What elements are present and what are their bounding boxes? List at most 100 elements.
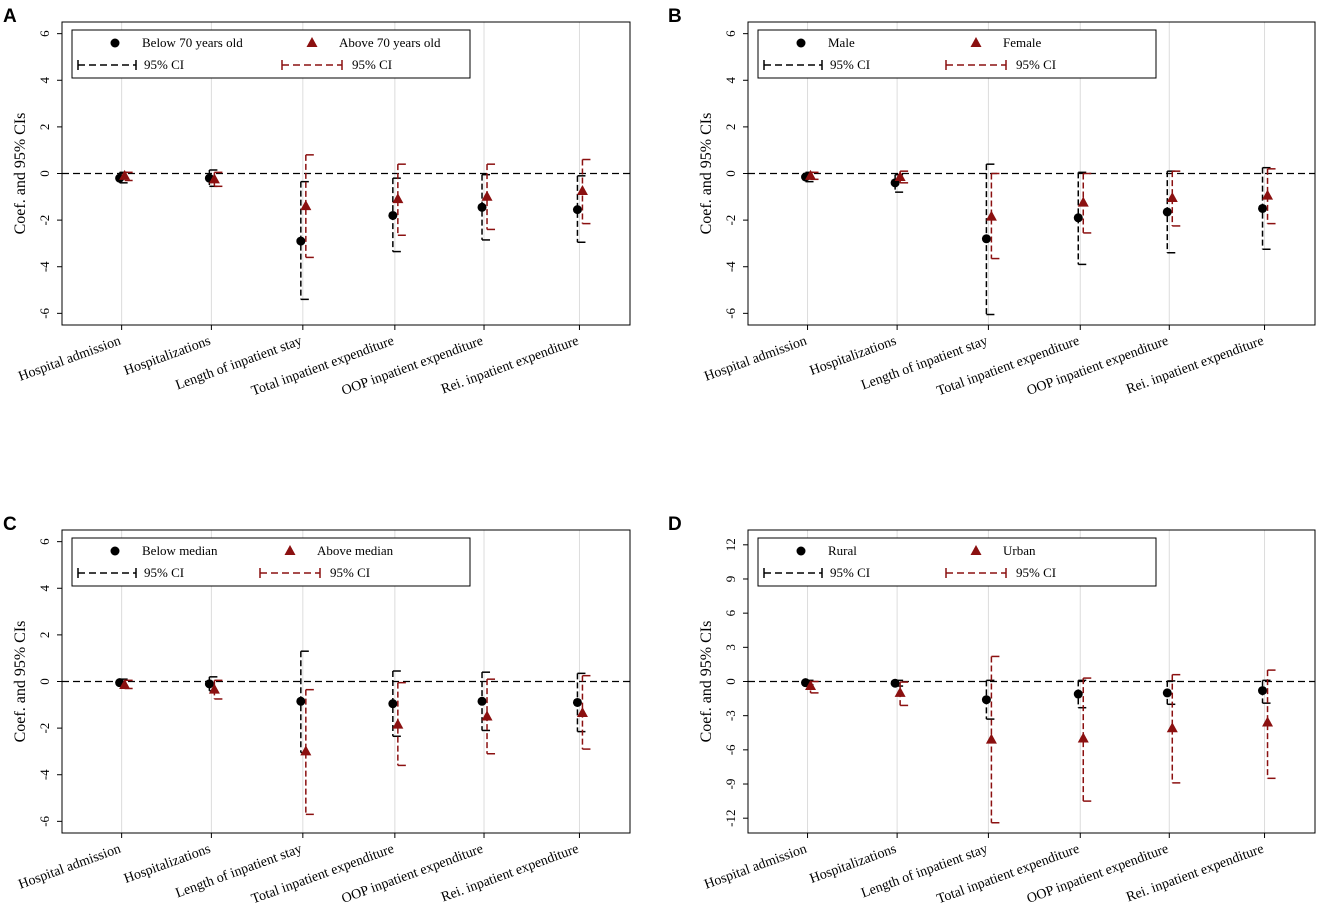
point-marker: [1073, 213, 1083, 223]
panel-letter: B: [668, 6, 682, 27]
point-marker: [801, 678, 811, 688]
point-marker: [1162, 207, 1172, 217]
point-marker: [805, 169, 817, 180]
legend-box: [71, 29, 471, 79]
point-marker: [576, 184, 588, 195]
point-marker: [572, 697, 582, 707]
legend-marker-triangle: [306, 37, 318, 47]
point-marker: [119, 678, 131, 689]
y-tick-label: 0: [723, 170, 738, 177]
y-tick-label: 6: [723, 609, 738, 616]
legend-label: 95% CI: [330, 565, 370, 580]
x-tick-label: Hospital admission: [703, 334, 809, 385]
y-tick-label: 4: [37, 77, 52, 84]
y-tick-label: 6: [37, 538, 52, 545]
point-marker: [1258, 203, 1268, 213]
point-marker: [481, 710, 493, 721]
y-tick-label: 0: [37, 678, 52, 685]
legend-label: Urban: [1003, 543, 1036, 558]
legend-marker-circle: [110, 546, 120, 556]
y-tick-label: 0: [37, 170, 52, 177]
legend: Below 70 years old Above 70 years old 95% …: [71, 29, 471, 79]
point-marker: [481, 190, 493, 201]
point-marker: [296, 236, 306, 246]
point-marker: [1166, 191, 1178, 202]
point-marker: [1077, 732, 1089, 743]
legend-label: 95% CI: [1016, 565, 1056, 580]
legend-box: [71, 537, 471, 587]
legend-label: 95% CI: [830, 565, 870, 580]
y-tick-label: -6: [723, 307, 738, 318]
panel-c: C -6 -4 -2 0 2 4 6 Coef. and 95% CIs Hospital adm…: [3, 514, 631, 907]
legend-marker-triangle: [970, 37, 982, 47]
legend-label: Below 70 years old: [142, 35, 243, 50]
y-axis-label: Coef. and 95% CIs: [12, 621, 29, 743]
panel-b: B -6 -4 -2 0 2 4 6 Coef. and 95% CIs Hospital adm…: [668, 6, 1316, 399]
legend-label: 95% CI: [352, 57, 392, 72]
y-tick-label: -6: [37, 815, 52, 826]
y-tick-label: -4: [723, 261, 738, 272]
legend-marker-circle: [796, 546, 806, 556]
point-marker: [981, 234, 991, 244]
y-tick-label: -6: [723, 744, 738, 755]
point-marker: [477, 696, 487, 706]
point-marker: [1166, 722, 1178, 733]
y-axis-label: Coef. and 95% CIs: [12, 113, 29, 235]
legend-label: 95% CI: [1016, 57, 1056, 72]
y-tick-label: -6: [37, 307, 52, 318]
legend-box: [757, 29, 1157, 79]
y-tick-label: 6: [723, 30, 738, 37]
point-marker: [1262, 189, 1274, 200]
legend-label: Above median: [317, 543, 394, 558]
point-marker: [204, 679, 214, 689]
point-marker: [894, 686, 906, 697]
legend-marker-triangle: [284, 545, 296, 555]
point-marker: [572, 205, 582, 215]
y-tick-label: -4: [37, 261, 52, 272]
y-tick-label: 2: [37, 632, 52, 639]
y-axis-label: Coef. and 95% CIs: [698, 113, 715, 235]
y-tick-label: -12: [723, 810, 738, 827]
legend-marker-triangle: [970, 545, 982, 555]
y-tick-label: 4: [37, 585, 52, 592]
y-tick-label: 2: [723, 124, 738, 131]
point-marker: [576, 706, 588, 717]
point-marker: [805, 680, 817, 691]
legend-label: Above 70 years old: [339, 35, 441, 50]
legend-box: [757, 537, 1157, 587]
panel-letter: C: [3, 514, 17, 535]
point-marker: [208, 683, 220, 694]
legend-label: 95% CI: [830, 57, 870, 72]
y-tick-label: -2: [37, 723, 52, 734]
legend-label: Rural: [828, 543, 857, 558]
legend: Male Female 95% CI 95% CI: [757, 29, 1157, 79]
point-marker: [1073, 689, 1083, 699]
point-marker: [300, 745, 312, 756]
point-marker: [1162, 688, 1172, 698]
y-tick-label: -3: [723, 710, 738, 721]
point-marker: [1258, 686, 1268, 696]
x-tick-label: Hospital admission: [703, 842, 809, 893]
legend-label: 95% CI: [144, 565, 184, 580]
point-marker: [985, 733, 997, 744]
legend-marker-circle: [110, 38, 120, 48]
x-tick-label: Hospital admission: [17, 842, 123, 893]
point-marker: [208, 173, 220, 184]
y-tick-label: -2: [723, 215, 738, 226]
legend: Rural Urban 95% CI 95% CI: [757, 537, 1157, 587]
y-tick-label: -2: [37, 215, 52, 226]
point-marker: [388, 210, 398, 220]
point-marker: [890, 678, 900, 688]
point-marker: [300, 200, 312, 211]
point-marker: [894, 170, 906, 181]
legend: Below median Above median 95% CI 95% CI: [71, 537, 471, 587]
y-tick-label: 6: [37, 30, 52, 37]
x-tick-label: Hospital admission: [17, 334, 123, 385]
legend-marker-circle: [796, 38, 806, 48]
point-marker: [477, 202, 487, 212]
point-marker: [981, 695, 991, 705]
y-tick-label: -4: [37, 769, 52, 780]
panel-a: A -6 -4 -2 0 2 4 6 Coef. and 95% CIs Hospital adm…: [3, 6, 631, 399]
y-axis-label: Coef. and 95% CIs: [698, 621, 715, 743]
y-tick-label: 9: [723, 576, 738, 583]
